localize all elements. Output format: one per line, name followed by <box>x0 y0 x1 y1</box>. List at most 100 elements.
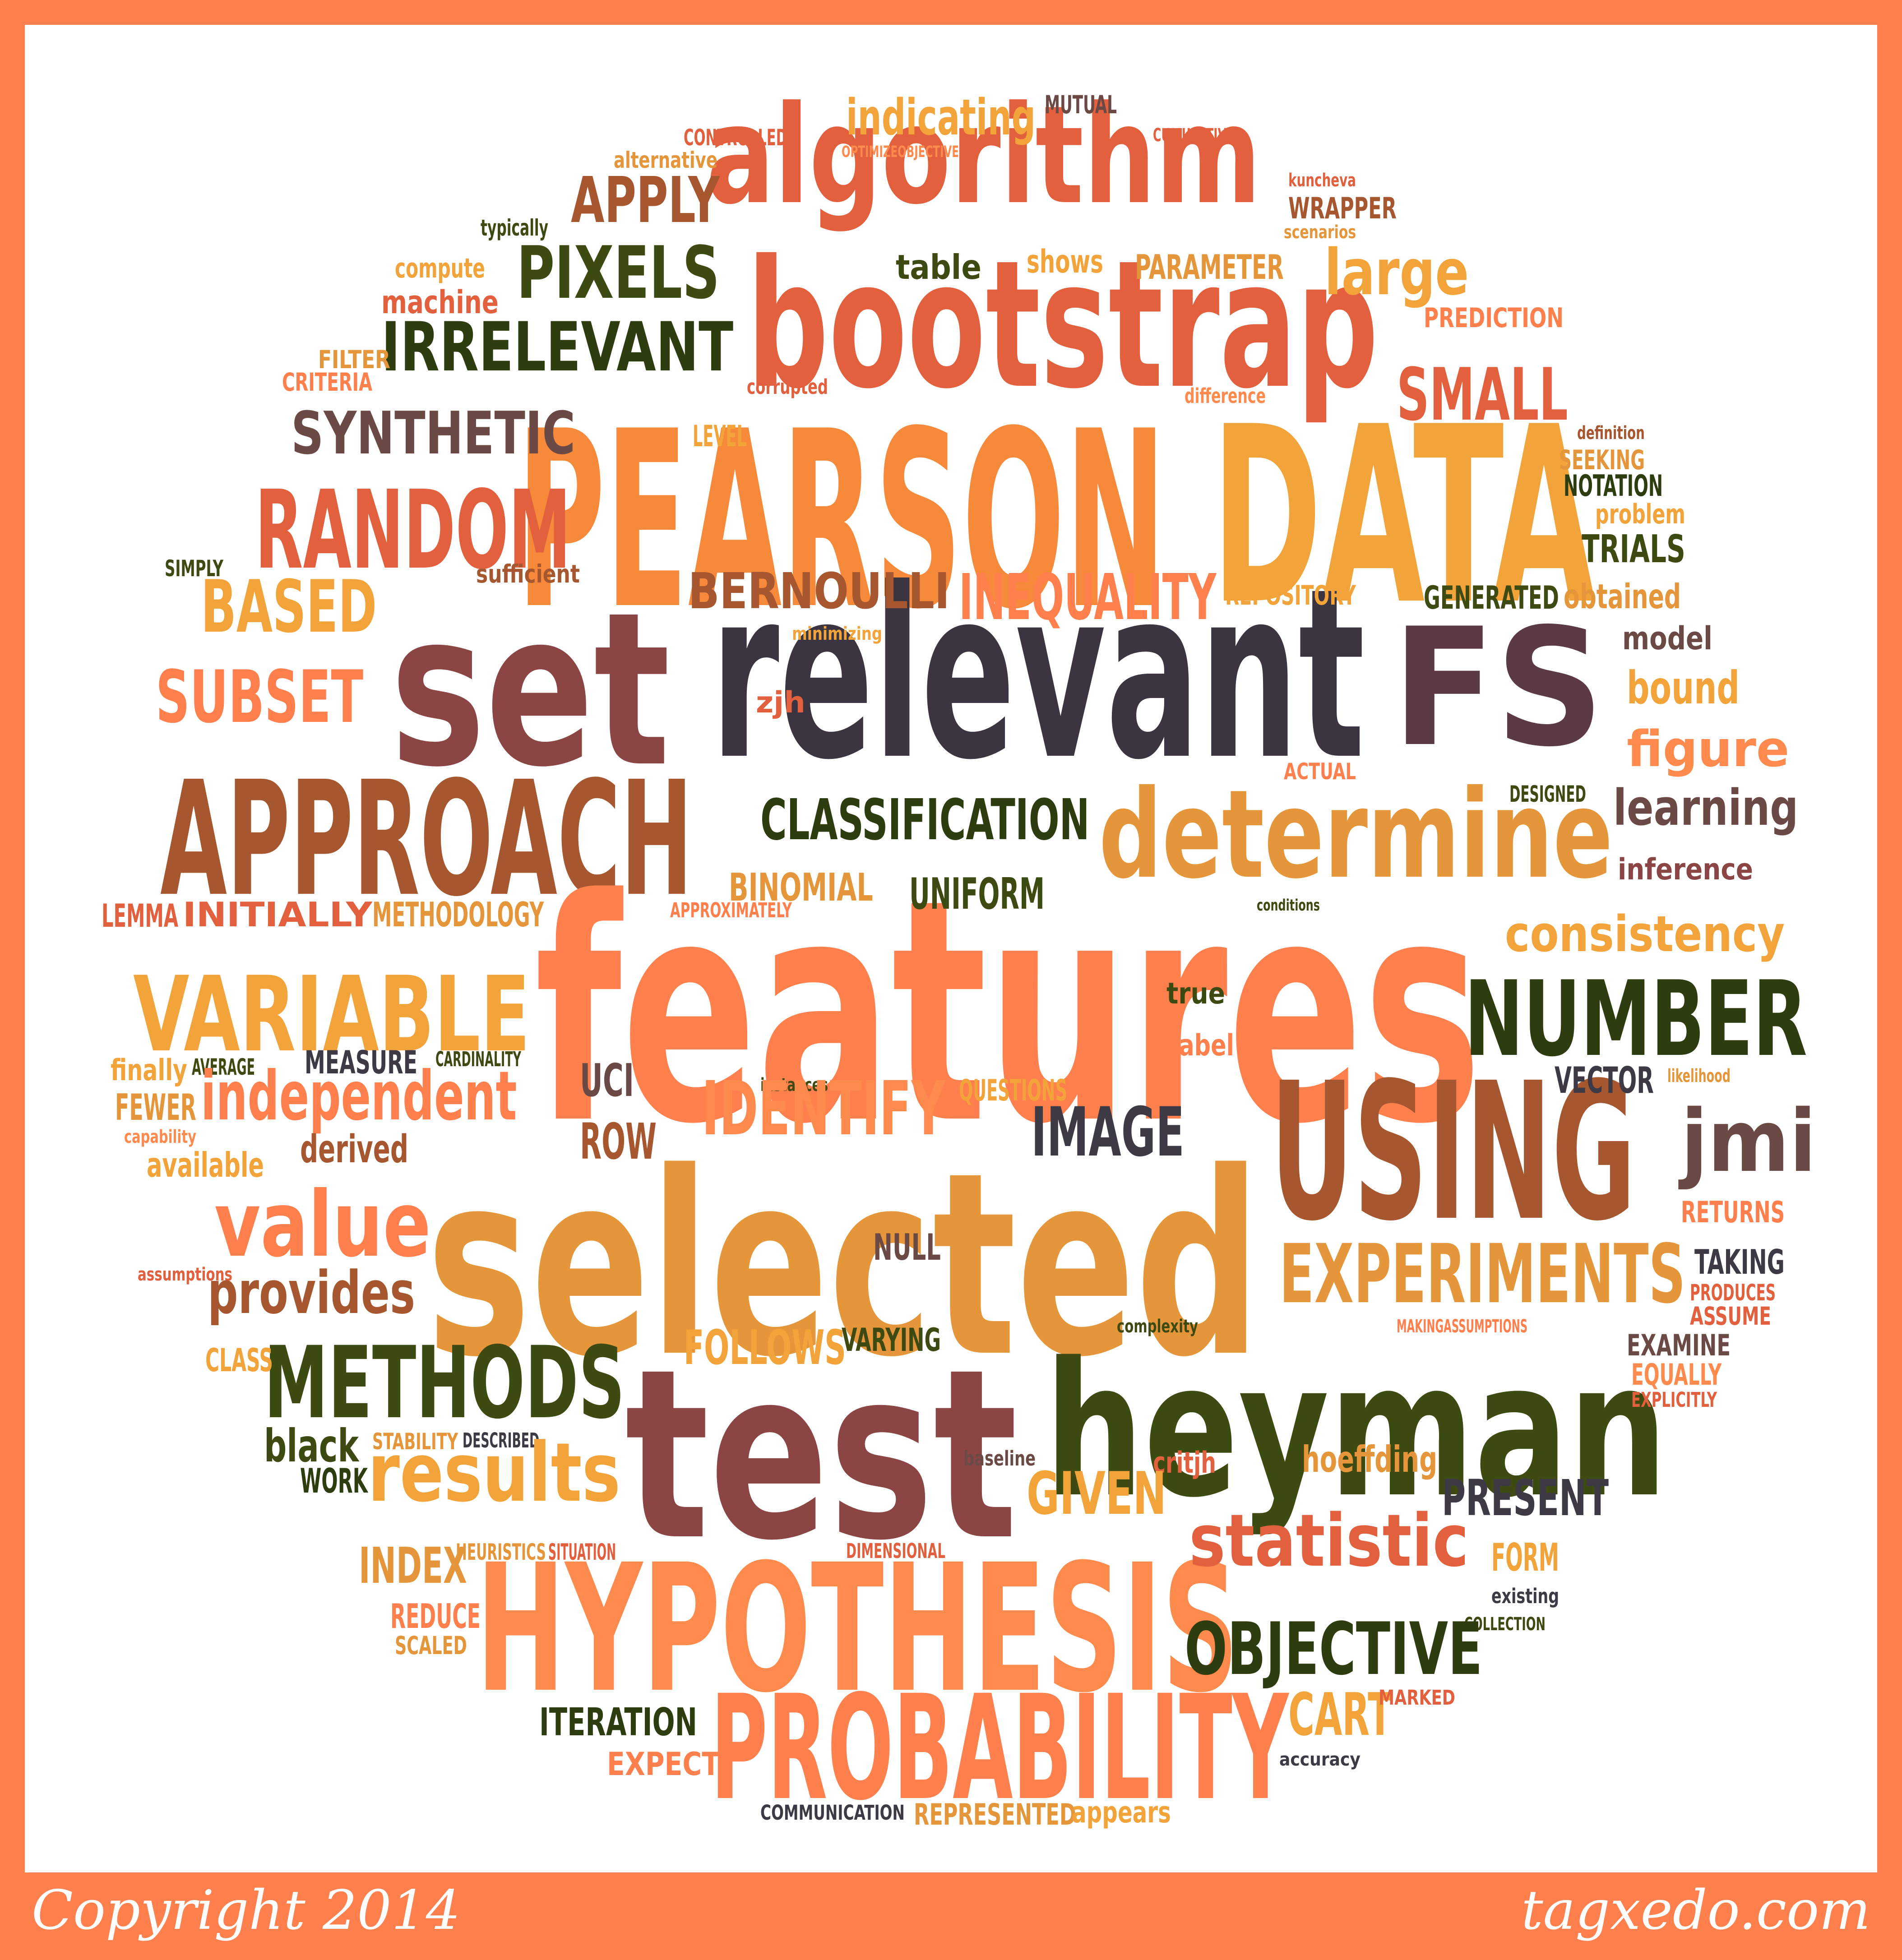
word-cloud-canvas: PEARSON DATA bootstrap algorithm relevant FS s… <box>25 25 1877 1872</box>
word-critjh: critjh <box>1153 1446 1216 1480</box>
word-filter: FILTER <box>318 345 390 374</box>
word-inequality: INEQUALITY <box>959 561 1217 634</box>
word-inference: inference <box>1618 853 1754 887</box>
word-bound: bound <box>1627 661 1740 714</box>
word-returns: RETURNS <box>1681 1196 1785 1230</box>
word-trials: TRIALS <box>1582 527 1685 572</box>
word-figure: figure <box>1627 720 1790 778</box>
word-bootstrap: bootstrap <box>747 222 1379 427</box>
word-difference: difference <box>1185 384 1266 408</box>
word-generated: GENERATED <box>1424 579 1559 616</box>
word-equally: EQUALLY <box>1631 1358 1722 1392</box>
word-alternative: alternative <box>614 147 717 173</box>
word-criteria: CRITERIA <box>282 368 373 397</box>
word-communication: COMMUNICATION <box>760 1801 905 1825</box>
word-number: NUMBER <box>1464 959 1808 1080</box>
word-mutual: MUTUAL <box>1045 90 1117 119</box>
word-using: USING <box>1270 1042 1636 1263</box>
word-average: AVERAGE <box>192 1054 255 1080</box>
word-table: table <box>896 247 981 287</box>
word-explicitly: EXPLICITLY <box>1631 1388 1717 1412</box>
word-variable: VARIABLE <box>133 955 530 1075</box>
word-present: PRESENT <box>1442 1469 1609 1527</box>
word-minimizing: minimizing <box>792 624 883 644</box>
word-value: value <box>214 1172 431 1277</box>
word-repository: REPOSITORY <box>1225 580 1356 611</box>
word-controlled: CONTROLLED <box>684 125 788 151</box>
word-cardinality: CARDINALITY <box>435 1047 521 1071</box>
word-taking: TAKING <box>1694 1242 1785 1282</box>
word-questions: QUESTIONS <box>959 1074 1068 1108</box>
word-features: features <box>535 834 1482 1191</box>
word-capability: capability <box>124 1127 197 1147</box>
word-measure: MEASURE <box>305 1044 418 1081</box>
word-relevant: relevant <box>711 538 1365 811</box>
word-results: results <box>368 1426 621 1520</box>
word-baseline: baseline <box>963 1447 1036 1470</box>
word-cumulative: CUMULATIVE <box>1153 125 1235 146</box>
word-hoeffding: hoeffding <box>1302 1438 1438 1480</box>
word-based: BASED <box>201 564 377 649</box>
word-vector: VECTOR <box>1555 1059 1654 1101</box>
word-methodology: METHODOLOGY <box>372 895 544 934</box>
word-scenarios: scenarios <box>1284 222 1356 243</box>
word-initially: INITIALLY <box>183 895 372 934</box>
word-synthetic: SYNTHETIC <box>291 399 576 467</box>
word-methods: METHODS <box>264 1325 625 1441</box>
word-corrupted: corrupted <box>747 375 828 399</box>
word-large: large <box>1324 236 1469 310</box>
word-given: GIVEN <box>1027 1459 1166 1528</box>
word-level: LEVEL <box>693 420 747 453</box>
word-approach: APPROACH <box>160 747 693 931</box>
word-seeking: SEEKING <box>1559 444 1645 476</box>
word-prediction: PREDICTION <box>1424 302 1564 334</box>
word-probability: PROBABILITY <box>711 1664 1289 1832</box>
word-lemma: LEMMA <box>102 897 179 934</box>
word-uniform: UNIFORM <box>909 869 1045 919</box>
word-heyman: heyman <box>1045 1322 1668 1538</box>
word-approximately: APPROXIMATELY <box>670 898 792 922</box>
word-parameter: PARAMETER <box>1135 247 1284 287</box>
word-jmi: jmi <box>1681 1091 1816 1191</box>
word-scaled: SCALED <box>395 1631 467 1660</box>
word-consistency: consistency <box>1505 905 1785 963</box>
word-appears: appears <box>1072 1796 1171 1830</box>
word-complexity: complexity <box>1117 1316 1199 1337</box>
word-apply: APPLY <box>571 164 720 237</box>
word-fs: FS <box>1392 593 1605 782</box>
word-subset: SUBSET <box>156 655 364 739</box>
copyright-text: Copyright 2014 <box>32 1879 461 1942</box>
word-makingassumptions: MAKINGASSUMPTIONS <box>1397 1316 1528 1337</box>
word-fewer: FEWER <box>115 1086 196 1128</box>
word-derived: derived <box>300 1127 409 1172</box>
word-algorithm: algorithm <box>706 77 1261 234</box>
word-obtained: obtained <box>1564 577 1681 616</box>
word-statistic: statistic <box>1189 1498 1469 1583</box>
word-accuracy: accuracy <box>1279 1749 1361 1770</box>
word-null: NULL <box>873 1226 941 1268</box>
word-pearson: PEARSON <box>517 379 1166 663</box>
word-zjh: zjh <box>756 686 805 720</box>
word-pixels: PIXELS <box>517 231 720 315</box>
word-follows: FOLLOWS <box>684 1320 846 1375</box>
word-assume: ASSUME <box>1690 1302 1771 1331</box>
word-provides: provides <box>208 1258 416 1327</box>
word-learning: learning <box>1613 779 1799 837</box>
word-existing: existing <box>1491 1584 1560 1608</box>
word-classification: CLASSIFICATION <box>760 787 1090 853</box>
word-collection: COLLECTION <box>1464 1614 1546 1635</box>
word-dimensional: DIMENSIONAL <box>846 1539 945 1563</box>
word-varying: VARYING <box>842 1322 941 1359</box>
word-label: label <box>1171 1029 1234 1063</box>
brand-link[interactable]: tagxedo.com <box>1521 1879 1870 1942</box>
word-set: set <box>390 567 671 814</box>
word-selected: selected <box>426 1119 1261 1413</box>
word-instances: instances <box>760 1075 828 1096</box>
word-described: DESCRIBED <box>463 1428 540 1452</box>
word-model: model <box>1622 620 1712 657</box>
word-test: test <box>625 1318 1018 1592</box>
word-hypothesis: HYPOTHESIS <box>476 1526 1239 1731</box>
word-designed: DESIGNED <box>1509 781 1586 807</box>
word-represented: REPRESENTED <box>914 1798 1076 1832</box>
